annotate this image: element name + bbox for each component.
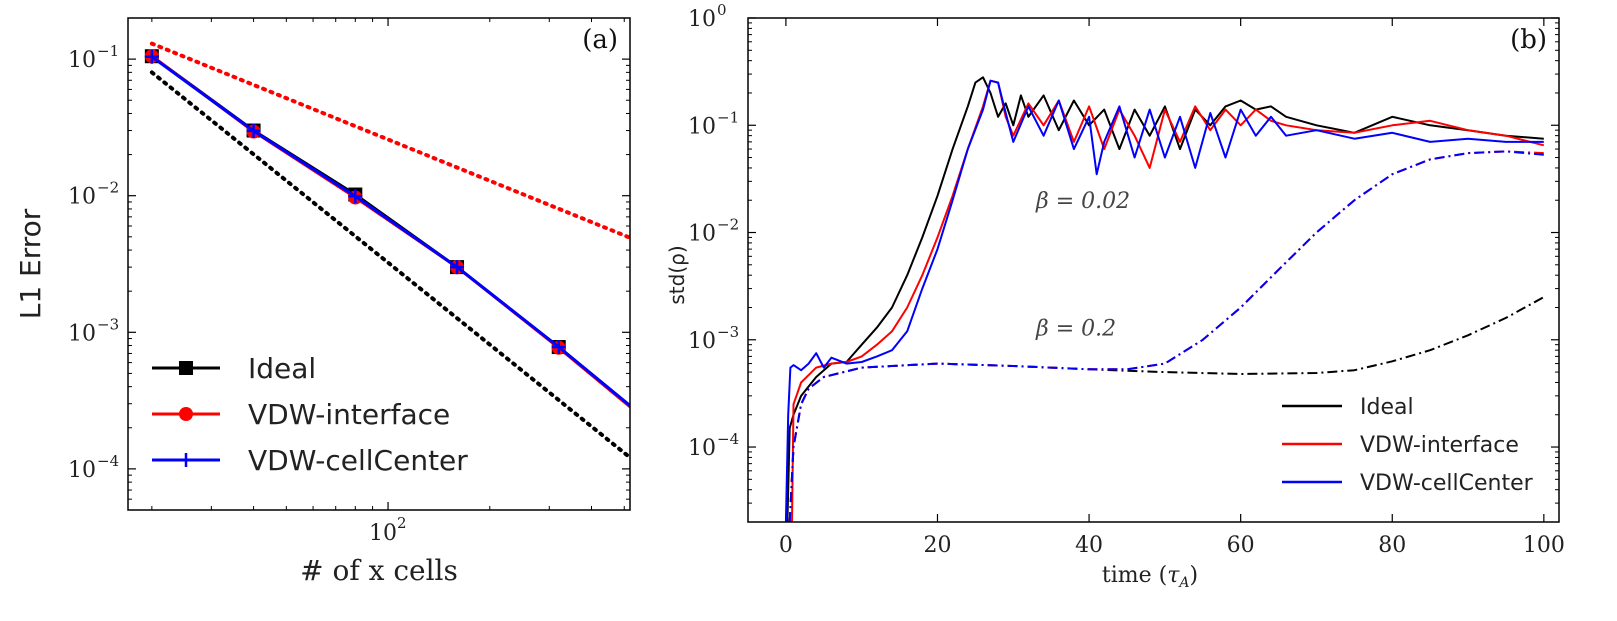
x-tick-label: 0 [779,533,793,558]
y-tick-exponent: −4 [717,430,739,448]
y-axis-label: std(ρ) [665,245,689,304]
data-point-circle [653,425,667,439]
legend-label: VDW-cellCenter [248,444,468,477]
reference-slope-line [149,70,630,461]
y-tick-label: 10 [688,114,716,139]
x-tick-label: 80 [1378,533,1406,558]
legend-label: VDW-cellCenter [1360,471,1534,496]
x-axis-label-text: time ( [1102,563,1167,588]
data-point-plus [450,260,465,275]
y-tick-label: 10 [688,436,716,461]
y-tick-label: 10 [68,185,96,210]
y-tick-label: 10 [688,329,716,354]
x-tick-label: 40 [1075,533,1103,558]
data-point-plus [551,340,566,355]
series-line-vdw-cellcenter-beta-0.02 [784,79,1544,522]
x-axis-label-subscript: A [1177,575,1189,591]
data-point-plus [246,123,261,138]
legend-label: VDW-interface [1360,433,1519,458]
plot-area [144,41,667,461]
y-tick-exponent: −2 [717,216,739,234]
panel-tag: (a) [582,25,618,55]
x-tick-label: 10 [369,521,397,546]
y-tick-label: 10 [688,7,716,32]
panel-tag: (b) [1510,25,1547,55]
beta-annotation: β = 0.02 [1035,189,1130,214]
axes-frame [747,17,1560,523]
y-tick-exponent: −3 [717,323,739,341]
data-point-plus [144,49,159,64]
x-axis-label: # of x cells [300,554,458,587]
data-point-square [653,424,667,438]
series-line-vdw-interface-beta-0.02 [791,79,1545,522]
legend-marker-plus [179,453,193,467]
y-tick-exponent: −4 [97,452,119,470]
y-tick-exponent: −3 [97,315,119,333]
panel-b-chart: 10 010 −110 −210 −310 −40 20 40 60 80 100(b)time (… [665,1,1565,591]
reference-slope-line [149,41,630,240]
series-line-ideal-beta-0.02 [786,76,1544,522]
axes-frame [127,17,631,511]
data-point-plus [348,189,363,204]
series-line-vdw-cellcenter [151,55,630,408]
legend-label: Ideal [248,352,316,385]
y-tick-exponent: −1 [717,108,739,126]
series-line-vdw-cellcenter-beta-0.2 [788,150,1544,522]
data-point-plus [653,424,667,438]
x-tick-label: 60 [1227,533,1255,558]
y-tick-exponent: −1 [97,42,119,60]
x-axis-label-end: ) [1190,563,1199,588]
y-tick-label: 10 [688,222,716,247]
legend-label: VDW-interface [248,398,450,431]
x-tick-label: 20 [923,533,951,558]
legend-label: Ideal [1360,395,1414,420]
y-tick-label: 10 [68,48,96,73]
y-tick-label: 10 [68,321,96,346]
x-tick-label: 100 [1523,533,1565,558]
x-axis-label: time (τA) [1102,563,1198,591]
legend-marker-circle [179,407,193,421]
y-tick-label: 10 [68,458,96,483]
plot-area [784,76,1545,522]
y-tick-exponent: −2 [97,179,119,197]
y-tick-exponent: 0 [717,1,727,19]
legend-marker-square [179,361,193,375]
x-axis-label-symbol: τ [1167,563,1180,588]
x-tick-exponent: 2 [397,514,407,532]
y-axis-label: L1 Error [14,208,47,319]
beta-annotation: β = 0.2 [1035,316,1116,341]
